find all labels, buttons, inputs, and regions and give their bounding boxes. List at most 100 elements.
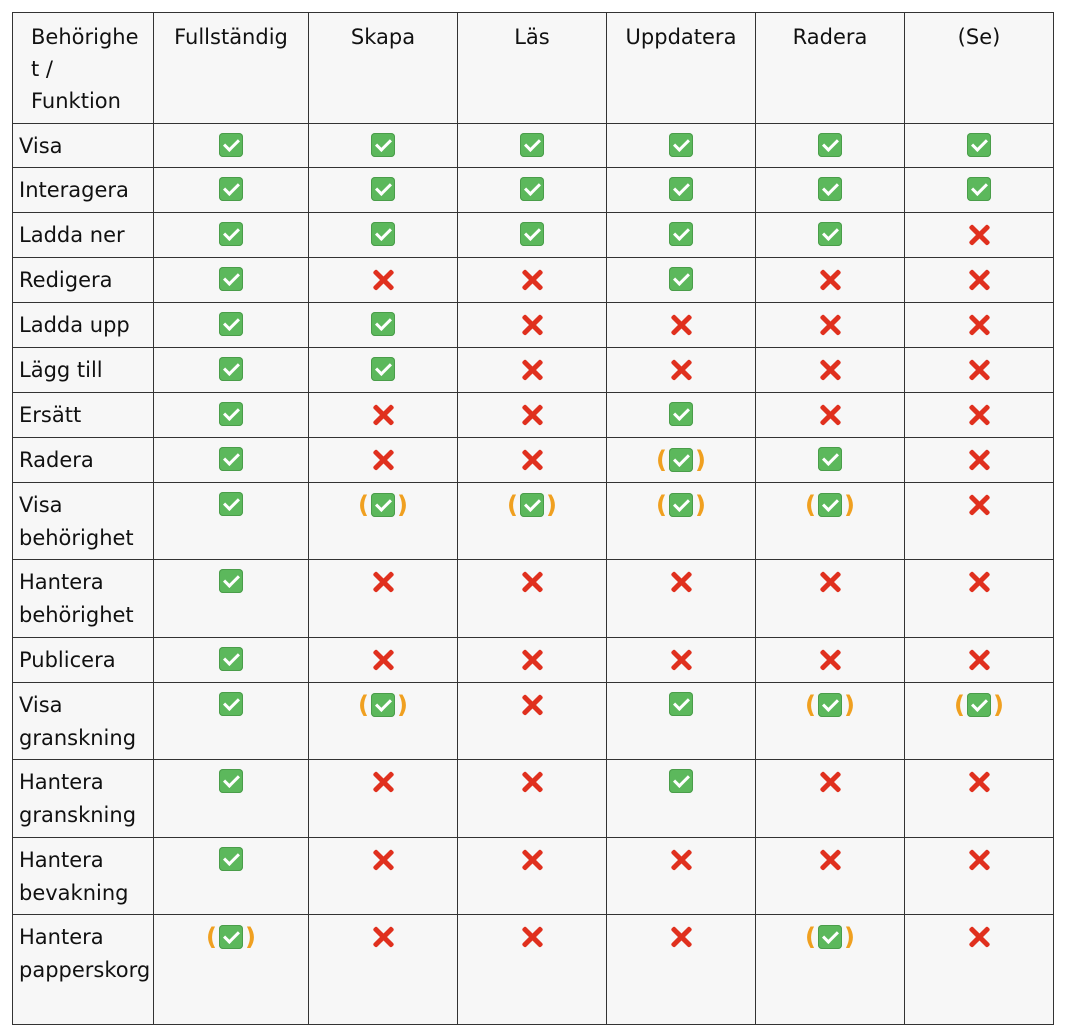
permission-cell [606, 637, 756, 683]
permission-cell [457, 637, 607, 683]
table-row: Visa [12, 123, 1054, 168]
row-label: Ersätt [12, 392, 154, 438]
check-icon [371, 312, 395, 336]
header-first-line3: Funktion [31, 89, 121, 113]
permission-cell [606, 302, 756, 348]
header-uppdatera: Uppdatera [606, 12, 756, 124]
cross-icon [519, 647, 545, 673]
permission-cell: () [153, 914, 309, 1025]
permission-cell [755, 347, 905, 393]
permission-cell [904, 637, 1054, 683]
cross-icon [817, 312, 843, 338]
permission-cell [457, 212, 607, 258]
permission-cell: () [755, 682, 905, 760]
permission-cell [755, 257, 905, 303]
permission-cell [308, 123, 458, 168]
table-row: Visa behörighet () () () () [12, 482, 1054, 560]
cross-icon [668, 924, 694, 950]
cross-icon [519, 357, 545, 383]
permission-cell [153, 759, 309, 838]
header-las: Läs [457, 12, 607, 124]
cross-icon [966, 492, 992, 518]
check-icon [219, 133, 243, 157]
partial-check-icon: () [358, 491, 408, 519]
permission-cell [904, 302, 1054, 348]
row-label: Visa [12, 123, 154, 168]
permission-cell [904, 212, 1054, 258]
partial-check-icon: () [206, 923, 256, 951]
check-icon [371, 222, 395, 246]
partial-check-icon: () [805, 691, 855, 719]
permission-cell [308, 559, 458, 638]
check-icon [371, 133, 395, 157]
row-label: Radera [12, 437, 154, 483]
permission-cell [457, 123, 607, 168]
permission-cell [904, 837, 1054, 915]
check-icon [669, 692, 693, 716]
row-label: Publicera [12, 637, 154, 683]
check-icon [371, 357, 395, 381]
table-row: Hantera behörighet [12, 559, 1054, 638]
permission-cell [904, 437, 1054, 483]
permission-cell [457, 837, 607, 915]
check-icon [669, 267, 693, 291]
cross-icon [817, 267, 843, 293]
permission-cell [755, 837, 905, 915]
permission-cell [606, 914, 756, 1025]
row-label: Hantera behörighet [12, 559, 154, 638]
permission-cell [457, 392, 607, 438]
permission-cell [606, 167, 756, 213]
cross-icon [966, 647, 992, 673]
check-icon [219, 267, 243, 291]
header-first-line2: t / [31, 57, 53, 81]
header-first-line1: Behörighe [31, 25, 139, 49]
check-icon [520, 222, 544, 246]
permission-cell [606, 759, 756, 838]
check-icon [818, 177, 842, 201]
permission-cell: () [606, 482, 756, 560]
check-icon [219, 312, 243, 336]
check-icon [669, 769, 693, 793]
permission-cell [457, 347, 607, 393]
table-body: Visa Interagera Ladda ner Redigera Ladda upp… [12, 123, 1054, 1025]
permission-cell [457, 257, 607, 303]
check-icon [967, 133, 991, 157]
table-row: Hantera papperskorg () () [12, 914, 1054, 1025]
table-row: Visa granskning () () () [12, 682, 1054, 760]
row-label: Lägg till [12, 347, 154, 393]
cross-icon [966, 357, 992, 383]
cross-icon [519, 312, 545, 338]
permission-cell: () [755, 482, 905, 560]
permission-cell [308, 257, 458, 303]
permissions-table: Behörighe t / Funktion Fullständig Skapa… [12, 12, 1054, 1025]
cross-icon [519, 692, 545, 718]
permission-cell [904, 392, 1054, 438]
permission-cell [457, 302, 607, 348]
row-label: Visa behörighet [12, 482, 154, 560]
check-icon [219, 769, 243, 793]
permission-cell: () [457, 482, 607, 560]
table-row: Ladda ner [12, 212, 1054, 258]
permission-cell [153, 682, 309, 760]
header-permission-function: Behörighe t / Funktion [12, 12, 154, 124]
cross-icon [519, 267, 545, 293]
check-icon [818, 133, 842, 157]
cross-icon [817, 357, 843, 383]
row-label: Hantera granskning [12, 759, 154, 838]
table-row: Hantera bevakning [12, 837, 1054, 915]
cross-icon [966, 569, 992, 595]
permission-cell [308, 759, 458, 838]
permission-cell [153, 123, 309, 168]
permission-cell [606, 682, 756, 760]
check-icon [669, 177, 693, 201]
permission-cell [755, 637, 905, 683]
cross-icon [519, 769, 545, 795]
table-row: Hantera granskning [12, 759, 1054, 838]
permission-cell: () [755, 914, 905, 1025]
check-icon [219, 177, 243, 201]
cross-icon [519, 847, 545, 873]
partial-check-icon: () [954, 691, 1004, 719]
cross-icon [370, 769, 396, 795]
table-row: Ladda upp [12, 302, 1054, 348]
permission-cell [457, 914, 607, 1025]
